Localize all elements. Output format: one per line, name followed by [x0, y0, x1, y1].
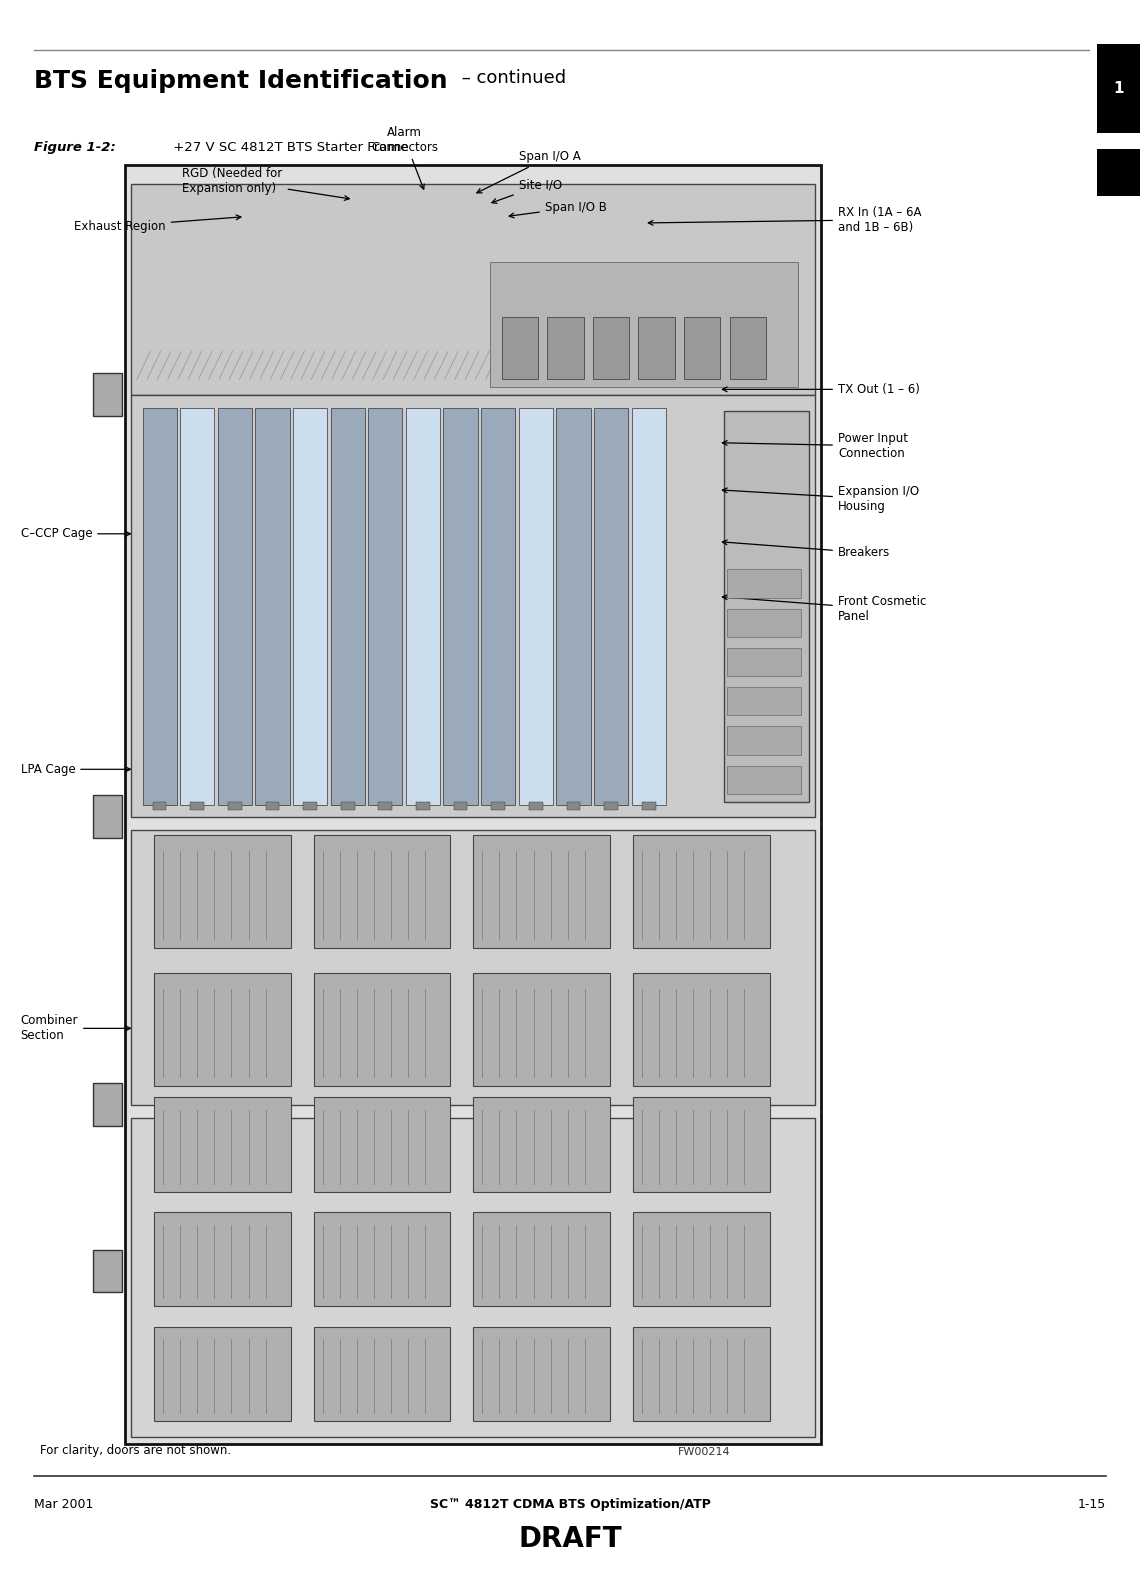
Bar: [266, 802, 279, 810]
Bar: [642, 802, 656, 810]
Bar: [331, 408, 365, 805]
Bar: [314, 835, 450, 948]
Bar: [519, 408, 553, 805]
Bar: [93, 1250, 122, 1292]
Text: C–CCP Cage: C–CCP Cage: [21, 528, 130, 540]
Text: LPA Cage: LPA Cage: [21, 763, 130, 776]
Bar: [473, 835, 610, 948]
Bar: [593, 317, 629, 380]
Text: Span I/O A: Span I/O A: [477, 151, 580, 193]
Bar: [684, 317, 720, 380]
Text: 1: 1: [1113, 82, 1124, 96]
Bar: [93, 796, 122, 838]
Text: Front Cosmetic
Panel: Front Cosmetic Panel: [723, 595, 927, 623]
Bar: [228, 802, 242, 810]
Bar: [567, 802, 580, 810]
Bar: [255, 408, 290, 805]
Text: SC™ 4812T CDMA BTS Optimization/ATP: SC™ 4812T CDMA BTS Optimization/ATP: [430, 1498, 710, 1510]
Bar: [727, 648, 801, 677]
Bar: [547, 317, 584, 380]
Bar: [406, 408, 440, 805]
Bar: [303, 802, 317, 810]
Bar: [314, 973, 450, 1086]
Text: TX Out (1 – 6): TX Out (1 – 6): [723, 383, 920, 396]
Bar: [454, 802, 467, 810]
Bar: [154, 1212, 291, 1306]
Text: Alarm
Connectors: Alarm Connectors: [372, 126, 438, 190]
Bar: [125, 165, 821, 1444]
Text: RGD (Needed for
Expansion only): RGD (Needed for Expansion only): [182, 166, 349, 201]
Bar: [473, 973, 610, 1086]
Bar: [633, 973, 770, 1086]
Bar: [633, 835, 770, 948]
Bar: [154, 973, 291, 1086]
Bar: [473, 1212, 610, 1306]
Bar: [378, 802, 392, 810]
Text: Exhaust Region: Exhaust Region: [74, 215, 241, 232]
Bar: [1097, 149, 1140, 196]
Bar: [131, 396, 815, 818]
Bar: [727, 609, 801, 637]
Bar: [490, 262, 798, 388]
Bar: [727, 688, 801, 716]
Bar: [632, 408, 666, 805]
Bar: [180, 408, 214, 805]
Bar: [131, 184, 815, 396]
Bar: [416, 802, 430, 810]
Bar: [93, 1083, 122, 1126]
Bar: [154, 1327, 291, 1421]
Text: DRAFT: DRAFT: [519, 1524, 621, 1553]
Bar: [341, 802, 355, 810]
Bar: [1097, 44, 1140, 133]
Bar: [443, 408, 478, 805]
Bar: [190, 802, 204, 810]
Bar: [633, 1097, 770, 1192]
Text: Power Input
Connection: Power Input Connection: [723, 432, 907, 460]
Bar: [556, 408, 591, 805]
Text: Span I/O B: Span I/O B: [510, 201, 606, 218]
Text: +27 V SC 4812T BTS Starter Frame: +27 V SC 4812T BTS Starter Frame: [169, 141, 408, 154]
Bar: [314, 1327, 450, 1421]
Text: Expansion I/O
Housing: Expansion I/O Housing: [723, 485, 919, 513]
Text: Breakers: Breakers: [723, 540, 890, 559]
Text: Site I/O: Site I/O: [491, 179, 562, 203]
Bar: [502, 317, 538, 380]
Text: Figure 1-2:: Figure 1-2:: [34, 141, 116, 154]
Bar: [594, 408, 628, 805]
Text: FW00214: FW00214: [678, 1448, 731, 1457]
Bar: [727, 727, 801, 755]
Bar: [368, 408, 402, 805]
Bar: [314, 1212, 450, 1306]
Bar: [218, 408, 252, 805]
Bar: [638, 317, 675, 380]
Text: For clarity, doors are not shown.: For clarity, doors are not shown.: [40, 1444, 231, 1457]
Text: Combiner
Section: Combiner Section: [21, 1014, 130, 1042]
Bar: [314, 1097, 450, 1192]
Text: Mar 2001: Mar 2001: [34, 1498, 93, 1510]
Bar: [153, 802, 166, 810]
Bar: [481, 408, 515, 805]
Bar: [154, 1097, 291, 1192]
Bar: [529, 802, 543, 810]
Bar: [293, 408, 327, 805]
Bar: [604, 802, 618, 810]
Bar: [724, 411, 809, 802]
Bar: [93, 374, 122, 416]
Bar: [730, 317, 766, 380]
Bar: [633, 1212, 770, 1306]
Text: 1-15: 1-15: [1077, 1498, 1106, 1510]
Bar: [131, 1118, 815, 1437]
Bar: [142, 408, 177, 805]
Bar: [131, 831, 815, 1105]
Bar: [727, 570, 801, 598]
Bar: [727, 766, 801, 794]
Bar: [491, 802, 505, 810]
Text: – continued: – continued: [456, 69, 567, 86]
Bar: [473, 1097, 610, 1192]
Bar: [154, 835, 291, 948]
Text: BTS Equipment Identification: BTS Equipment Identification: [34, 69, 448, 93]
Bar: [473, 1327, 610, 1421]
Bar: [633, 1327, 770, 1421]
Text: RX In (1A – 6A
and 1B – 6B): RX In (1A – 6A and 1B – 6B): [649, 206, 921, 234]
